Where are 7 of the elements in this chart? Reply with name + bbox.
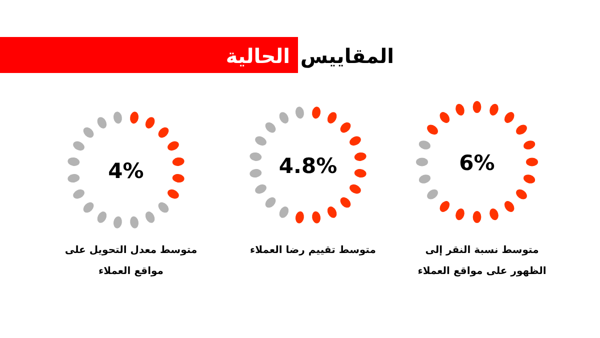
text: متوسط معدل التحويل على مواقع العملاء	[64, 244, 198, 279]
text: 4%	[108, 159, 144, 183]
text: 6%	[459, 151, 495, 175]
chart-title: المقاييس الحالية	[226, 44, 394, 68]
text: 4.8%	[278, 154, 338, 178]
text: متوسط تقييم رضا العملاء	[249, 244, 377, 258]
text: متوسط نسبة النقر إلى الظهور على مواقع العملاء	[416, 244, 548, 279]
